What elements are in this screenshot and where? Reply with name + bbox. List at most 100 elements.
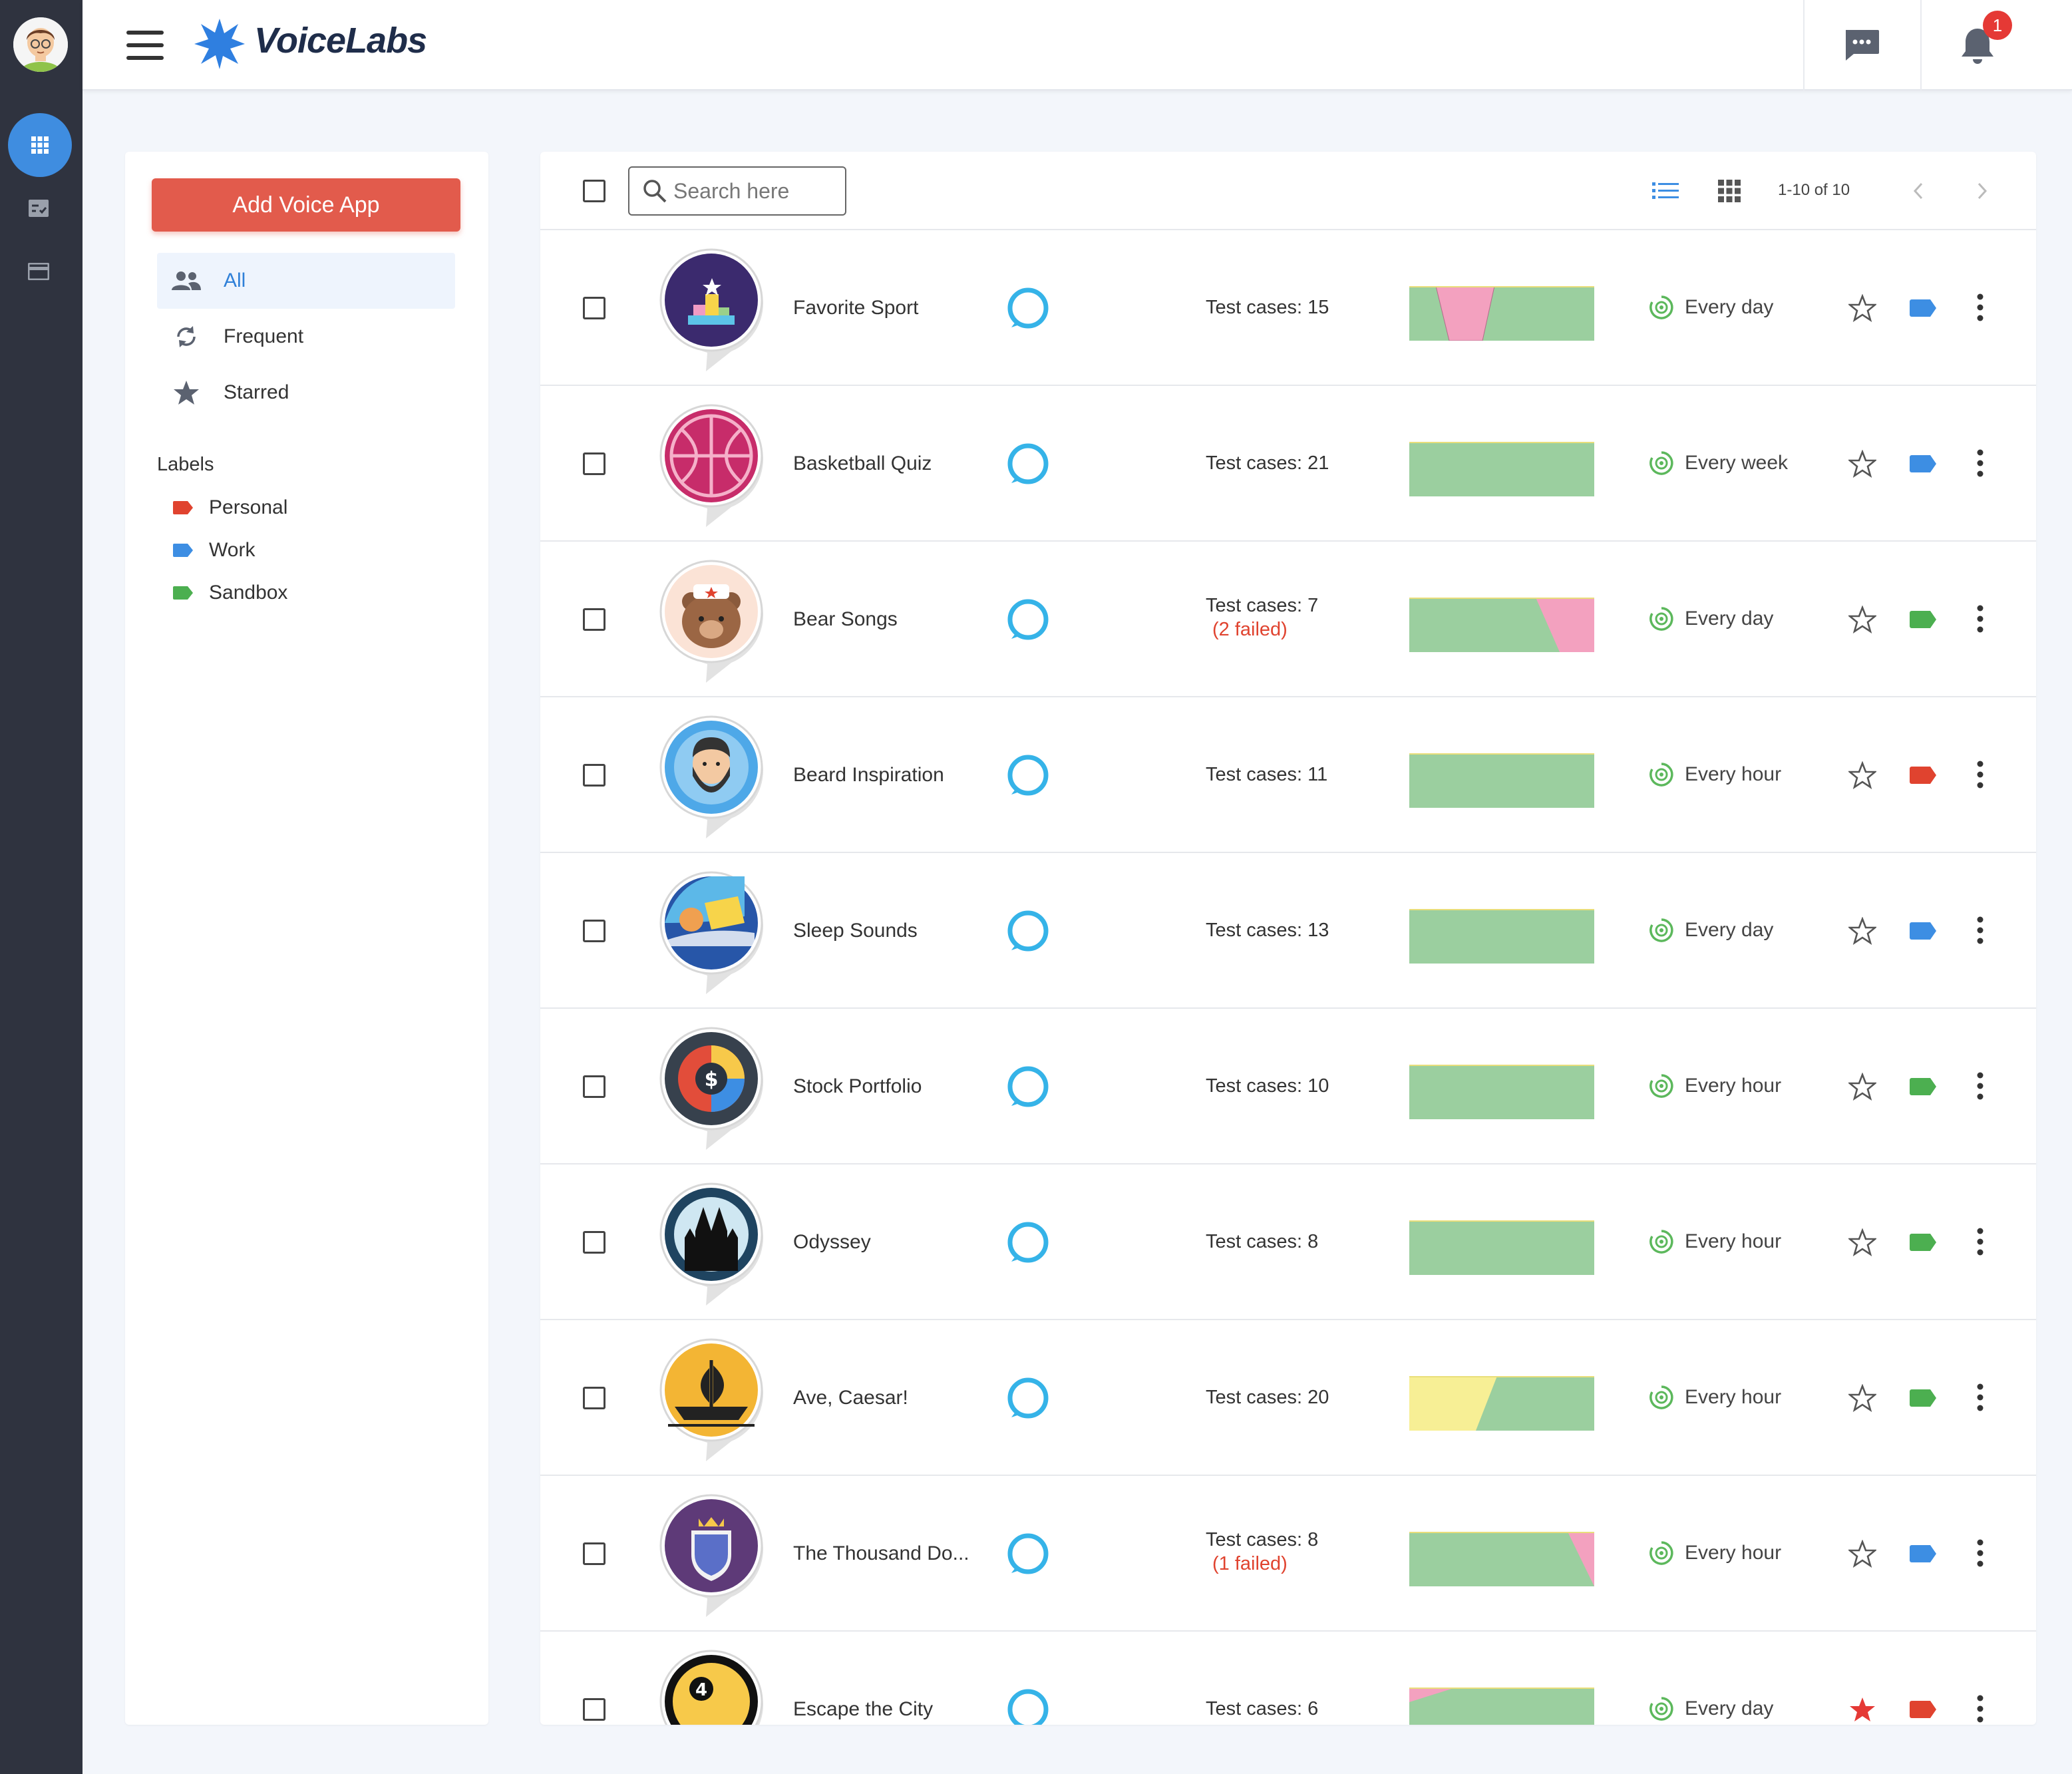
brand-name[interactable]: VoiceLabs <box>254 21 427 61</box>
app-row[interactable]: 4 Escape the City Test cases: 6 Every day <box>540 1632 2036 1725</box>
app-row[interactable]: Ave, Caesar! Test cases: 20 Every hour <box>540 1320 2036 1476</box>
more-options-icon[interactable] <box>1972 604 1988 633</box>
filter-all[interactable]: All <box>157 253 455 309</box>
user-avatar[interactable] <box>13 17 68 72</box>
more-options-icon[interactable] <box>1972 760 1988 789</box>
test-frequency[interactable]: Every day <box>1649 294 1773 321</box>
more-options-icon[interactable] <box>1972 1538 1988 1568</box>
row-checkbox[interactable] <box>583 1075 605 1098</box>
test-frequency[interactable]: Every hour <box>1649 1384 1781 1411</box>
more-options-icon[interactable] <box>1972 916 1988 945</box>
app-name[interactable]: Favorite Sport <box>793 297 919 319</box>
app-name[interactable]: Stock Portfolio <box>793 1075 922 1097</box>
star-outline-icon[interactable] <box>1848 1073 1876 1101</box>
star-outline-icon[interactable] <box>1848 917 1876 945</box>
more-options-icon[interactable] <box>1972 1227 1988 1256</box>
app-row[interactable]: Odyssey Test cases: 8 Every hour <box>540 1164 2036 1320</box>
checklist-nav-button[interactable] <box>27 196 51 220</box>
more-options-icon[interactable] <box>1972 1071 1988 1101</box>
billing-nav-button[interactable] <box>27 260 51 283</box>
test-cases-count: Test cases: 8 <box>1206 1230 1318 1254</box>
more-options-icon[interactable] <box>1972 448 1988 478</box>
test-frequency[interactable]: Every hour <box>1649 1073 1781 1099</box>
app-row[interactable]: Beard Inspiration Test cases: 11 Every hou… <box>540 697 2036 853</box>
test-frequency[interactable]: Every day <box>1649 1695 1773 1722</box>
app-name[interactable]: The Thousand Do... <box>793 1542 969 1564</box>
alexa-icon <box>1007 599 1049 640</box>
row-checkbox[interactable] <box>583 1387 605 1409</box>
app-row[interactable]: Favorite Sport Test cases: 15 Every day <box>540 230 2036 386</box>
label-personal[interactable]: Personal <box>173 491 287 524</box>
app-row[interactable]: The Thousand Do... Test cases: 8 (1 failed… <box>540 1476 2036 1632</box>
grid-view-button[interactable] <box>1715 177 1743 205</box>
star-outline-icon[interactable] <box>1848 1540 1876 1568</box>
select-all-checkbox[interactable] <box>583 180 605 202</box>
messages-button[interactable] <box>1836 20 1887 71</box>
app-avatar <box>659 248 763 371</box>
label-work[interactable]: Work <box>173 534 255 567</box>
more-options-icon[interactable] <box>1972 1694 1988 1723</box>
app-name[interactable]: Beard Inspiration <box>793 764 944 786</box>
test-frequency[interactable]: Every hour <box>1649 761 1781 788</box>
app-name[interactable]: Sleep Sounds <box>793 920 918 942</box>
next-page-button[interactable] <box>1968 177 1996 205</box>
star-outline-icon[interactable] <box>1848 606 1876 633</box>
menu-button[interactable] <box>126 31 164 60</box>
test-history-chart <box>1409 753 1594 808</box>
star-outline-icon[interactable] <box>1848 761 1876 789</box>
app-name[interactable]: Ave, Caesar! <box>793 1387 908 1409</box>
label-tag-icon[interactable] <box>1910 1701 1936 1718</box>
row-checkbox[interactable] <box>583 920 605 942</box>
star-outline-icon[interactable] <box>1848 294 1876 322</box>
label-tag-icon[interactable] <box>1910 1389 1936 1407</box>
notifications-button[interactable] <box>1952 20 2003 71</box>
app-row[interactable]: $ Stock Portfolio Test cases: 10 Every hour <box>540 1009 2036 1164</box>
checklist-icon <box>29 200 49 217</box>
star-outline-icon[interactable] <box>1848 450 1876 478</box>
more-options-icon[interactable] <box>1972 1383 1988 1412</box>
label-tag-icon[interactable] <box>1910 455 1936 472</box>
row-checkbox[interactable] <box>583 1542 605 1565</box>
star-outline-icon[interactable] <box>1848 1228 1876 1256</box>
test-frequency[interactable]: Every hour <box>1649 1228 1781 1255</box>
row-checkbox[interactable] <box>583 764 605 787</box>
apps-grid-nav-button[interactable] <box>8 113 72 177</box>
label-tag-icon[interactable] <box>1910 767 1936 784</box>
label-tag-icon[interactable] <box>1910 299 1936 317</box>
prev-page-button[interactable] <box>1904 177 1932 205</box>
test-frequency[interactable]: Every hour <box>1649 1540 1781 1566</box>
search-box[interactable] <box>628 166 846 216</box>
app-row[interactable]: Basketball Quiz Test cases: 21 Every week <box>540 386 2036 542</box>
test-frequency[interactable]: Every day <box>1649 917 1773 944</box>
label-sandbox[interactable]: Sandbox <box>173 576 287 610</box>
label-tag-icon[interactable] <box>1910 1545 1936 1562</box>
label-tag-icon <box>173 501 193 514</box>
label-tag-icon[interactable] <box>1910 1078 1936 1095</box>
add-voice-app-button[interactable]: Add Voice App <box>152 178 460 232</box>
test-frequency[interactable]: Every day <box>1649 606 1773 632</box>
test-frequency[interactable]: Every week <box>1649 450 1788 476</box>
app-name[interactable]: Odyssey <box>793 1231 871 1253</box>
label-tag-icon[interactable] <box>1910 1234 1936 1251</box>
filter-starred[interactable]: Starred <box>157 365 455 421</box>
app-name[interactable]: Bear Songs <box>793 608 898 630</box>
filter-frequent[interactable]: Frequent <box>157 309 455 365</box>
star-filled-icon[interactable] <box>1848 1695 1876 1723</box>
app-name[interactable]: Basketball Quiz <box>793 452 932 474</box>
label-tag-icon[interactable] <box>1910 922 1936 940</box>
list-view-button[interactable] <box>1651 177 1679 205</box>
star-outline-icon[interactable] <box>1848 1384 1876 1412</box>
row-checkbox[interactable] <box>583 297 605 319</box>
schedule-icon <box>1649 1385 1673 1409</box>
row-checkbox[interactable] <box>583 452 605 475</box>
app-row[interactable]: Sleep Sounds Test cases: 13 Every day <box>540 853 2036 1009</box>
row-checkbox[interactable] <box>583 608 605 631</box>
alexa-icon <box>1007 443 1049 484</box>
row-checkbox[interactable] <box>583 1231 605 1254</box>
app-name[interactable]: Escape the City <box>793 1698 934 1720</box>
app-row[interactable]: Bear Songs Test cases: 7 (2 failed) Every d… <box>540 542 2036 697</box>
label-tag-icon[interactable] <box>1910 611 1936 628</box>
search-input[interactable] <box>673 178 840 204</box>
row-checkbox[interactable] <box>583 1698 605 1721</box>
more-options-icon[interactable] <box>1972 293 1988 322</box>
